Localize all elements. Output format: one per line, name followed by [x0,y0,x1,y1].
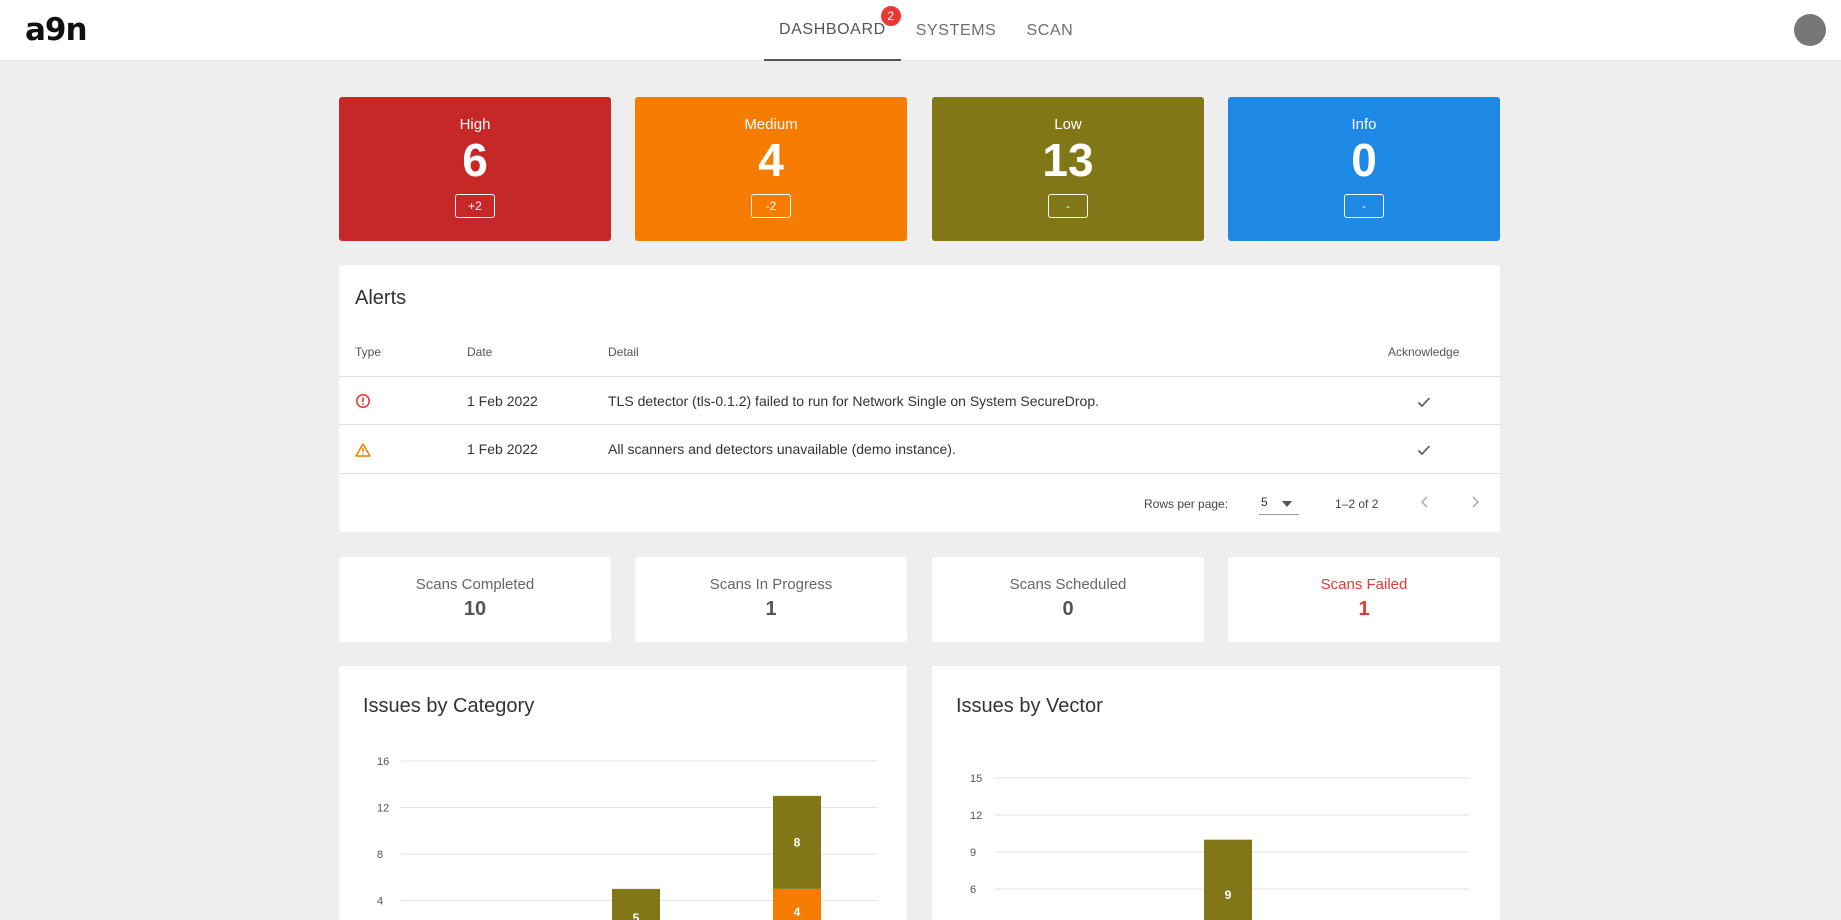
severity-label: Medium [744,116,798,133]
stat-value: 0 [1062,598,1074,620]
stat-scans-failed[interactable]: Scans Failed 1 [1228,557,1500,642]
acknowledge-check-icon[interactable] [1416,442,1432,458]
tab-systems-label: SYSTEMS [915,21,997,39]
pagination-range: 1–2 of 2 [1335,497,1379,511]
bar-segment-low [773,795,821,889]
severity-card-info[interactable]: Info 0 - [1228,97,1500,241]
column-header-detail: Detail [608,345,639,359]
stat-label: Scans Failed [1320,576,1408,593]
severity-delta-badge: +2 [455,194,495,218]
main-nav: DASHBOARD 2 SYSTEMS SCAN [764,0,1088,61]
stat-label: Scans Completed [415,576,535,593]
warning-triangle-icon [355,443,371,457]
bar-data-label: 8 [794,835,801,849]
app-logo[interactable]: a9n [25,12,88,48]
severity-card-low[interactable]: Low 13 - [932,97,1204,241]
bar-data-label: 4 [794,905,801,919]
severity-count: 6 [462,134,488,186]
bar-segment-low [612,888,660,920]
issues-by-category-panel: Issues by Category 16 12 8 4 5 4 8 [339,666,907,920]
rows-per-page-label: Rows per page: [1144,497,1229,511]
divider [339,473,1500,474]
y-tick-label: 9 [970,847,976,859]
chart-title: Issues by Vector [956,695,1103,717]
stat-label: Scans In Progress [709,576,833,593]
notification-badge: 2 [880,6,901,26]
chevron-right-icon[interactable] [1467,494,1483,510]
severity-count: 13 [1042,134,1094,186]
y-tick-label: 16 [377,756,389,768]
alerts-panel: Alerts Type Date Detail Acknowledge 1 Fe… [339,265,1500,532]
severity-card-medium[interactable]: Medium 4 -2 [635,97,907,241]
severity-delta-badge: -2 [751,194,791,218]
rows-per-page-select[interactable]: 5 [1259,493,1299,515]
rows-per-page-value: 5 [1261,495,1268,509]
severity-label: Low [1054,116,1082,133]
issues-by-category-chart: 16 12 8 4 5 4 8 [377,756,877,920]
alert-detail: All scanners and detectors unavailable (… [608,441,956,457]
bar-data-label: 9 [1225,888,1232,902]
stat-value: 10 [463,598,487,620]
chart-title: Issues by Category [363,695,535,717]
alert-date: 1 Feb 2022 [467,441,538,457]
issues-by-vector-panel: Issues by Vector 15129619 [932,666,1500,920]
y-tick-label: 6 [970,884,976,896]
stat-label: Scans Scheduled [1009,576,1127,593]
severity-count: 4 [758,134,784,186]
severity-count: 0 [1351,134,1377,186]
severity-delta-badge: - [1344,194,1384,218]
caret-down-icon [1282,501,1292,507]
severity-card-high[interactable]: High 6 +2 [339,97,611,241]
error-circle-icon [356,394,370,408]
bar-data-label: 5 [633,911,640,920]
divider [339,424,1500,425]
issues-by-vector-chart: 15129619 [970,773,1470,920]
stat-value: 1 [765,598,777,620]
stat-value: 1 [1358,598,1370,620]
stat-scans-completed[interactable]: Scans Completed 10 [339,557,611,642]
tab-dashboard[interactable]: DASHBOARD 2 [764,0,901,61]
y-tick-label: 12 [377,803,389,815]
stat-scans-scheduled[interactable]: Scans Scheduled 0 [932,557,1204,642]
top-app-bar: a9n DASHBOARD 2 SYSTEMS SCAN [0,0,1841,61]
alerts-title: Alerts [355,287,407,309]
chevron-left-icon[interactable] [1417,494,1433,510]
tab-dashboard-label: DASHBOARD [779,20,886,38]
acknowledge-check-icon[interactable] [1416,394,1432,410]
alert-detail: TLS detector (tls-0.1.2) failed to run f… [608,393,1099,409]
severity-delta-badge: - [1048,194,1088,218]
y-tick-label: 12 [970,810,982,822]
severity-label: Info [1351,116,1377,133]
tab-systems[interactable]: SYSTEMS [901,0,1012,61]
bar-segment-low [1204,839,1252,920]
severity-label: High [459,116,491,133]
tab-scan-label: SCAN [1026,21,1074,39]
column-header-date: Date [467,345,493,359]
bar-segment-medium [773,888,821,920]
alert-date: 1 Feb 2022 [467,393,538,409]
column-header-type: Type [355,345,382,359]
user-avatar[interactable] [1794,14,1826,46]
tab-scan[interactable]: SCAN [1011,0,1088,61]
column-header-acknowledge: Acknowledge [1388,345,1460,359]
y-tick-label: 15 [970,773,982,785]
y-tick-label: 4 [377,896,383,908]
divider [339,376,1500,377]
y-tick-label: 8 [377,849,383,861]
stat-scans-in-progress[interactable]: Scans In Progress 1 [635,557,907,642]
